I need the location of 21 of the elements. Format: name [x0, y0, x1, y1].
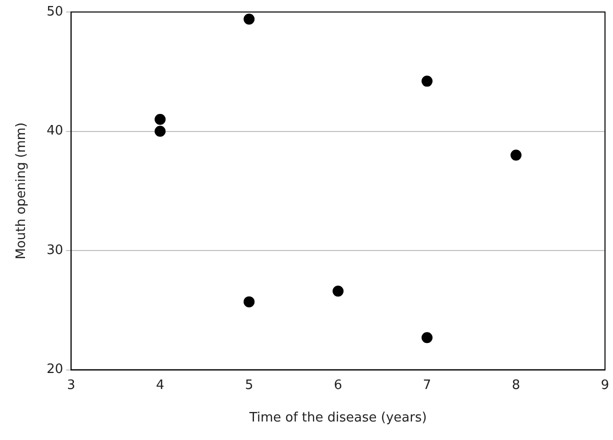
x-tick-label: 8: [512, 378, 520, 393]
y-tick-label: 30: [46, 242, 64, 258]
point: [244, 14, 255, 25]
x-tick-label: 9: [600, 378, 610, 393]
x-tick-label: 5: [244, 378, 254, 393]
y-axis-title: Mouth opening (mm): [14, 122, 30, 260]
point: [154, 126, 166, 137]
x-tick-label: 6: [334, 378, 342, 393]
x-tick-label: 3: [67, 378, 76, 393]
y-tick-label: 50: [46, 4, 64, 20]
point: [244, 296, 255, 308]
point: [422, 76, 433, 87]
point: [422, 332, 433, 344]
y-tick-label: 20: [46, 362, 64, 378]
x-tick-label: 7: [422, 378, 432, 393]
point: [510, 150, 522, 161]
x-axis-title: Time of the disease (years): [248, 410, 427, 426]
y-tick-label: 40: [46, 124, 64, 139]
point: [332, 286, 344, 297]
point: [154, 114, 166, 125]
x-tick-label: 4: [156, 378, 164, 393]
